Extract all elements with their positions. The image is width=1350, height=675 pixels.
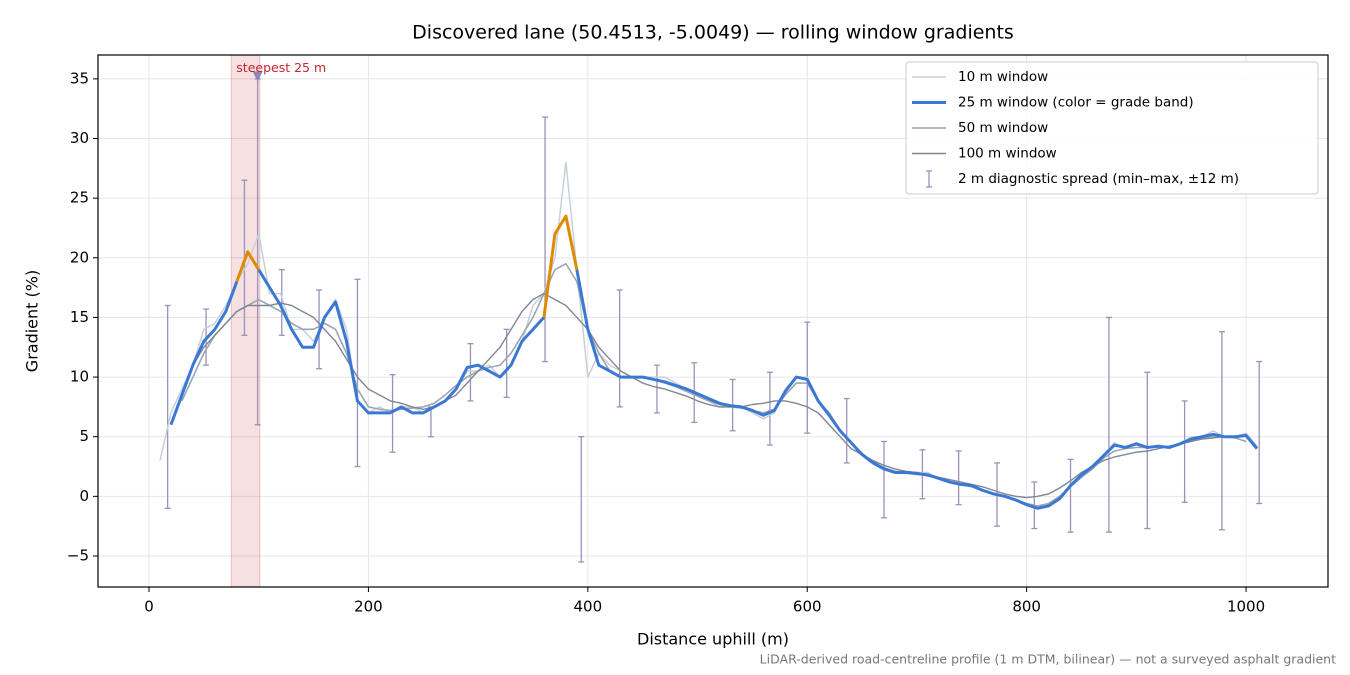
x-tick-label: 800 [1012,598,1041,616]
series-line [192,292,1225,499]
legend-label: 25 m window (color = grade band) [958,95,1194,111]
y-tick-label: 35 [70,69,89,87]
annotation-text: steepest 25 m [236,60,326,75]
x-axis-label: Distance uphill (m) [637,630,789,649]
y-axis-label: Gradient (%) [23,270,42,372]
legend-label: 50 m window [958,120,1048,136]
legend-box [905,61,1319,195]
y-tick-label: 10 [70,368,89,386]
series-line [159,161,1258,510]
y-tick-label: 30 [70,129,89,147]
legend-label: 2 m diagnostic spread (min–max, ±12 m) [958,171,1239,187]
footnote: LiDAR-derived road-centreline profile (1… [760,652,1336,667]
series-line [542,214,579,318]
y-tick-label: 5 [79,427,89,445]
y-tick-label: 20 [70,248,89,266]
x-tick-label: 200 [354,598,383,616]
legend-label: 10 m window [958,69,1048,85]
y-tick-label: 0 [79,487,89,505]
x-tick-label: 400 [574,598,603,616]
series-line [575,269,1259,510]
y-tick-label: 25 [70,189,89,207]
x-tick-label: 600 [793,598,822,616]
plot-frame [97,54,1329,588]
x-tick-label: 0 [144,598,154,616]
series-line [235,250,260,283]
annotation-marker [252,71,263,82]
annotation-span [230,54,261,588]
chart-title: Discovered lane (50.4513, -5.0049) — rol… [412,22,1014,44]
series-line [257,268,546,415]
series-line [169,281,239,426]
y-tick-label: 15 [70,308,89,326]
y-tick-label: −5 [67,546,89,564]
legend-label: 100 m window [958,146,1057,162]
x-tick-label: 1000 [1227,598,1265,616]
